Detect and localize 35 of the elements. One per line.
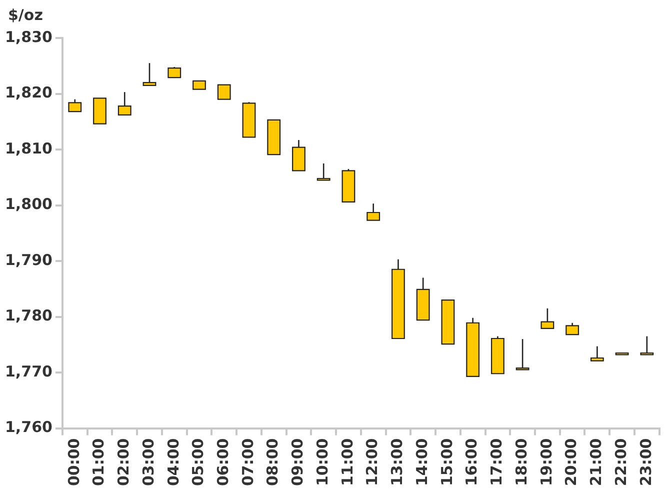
y-tick-label: 1,830: [4, 28, 52, 46]
y-axis-title: $/oz: [8, 6, 43, 24]
x-tick-label: 15:00: [438, 438, 456, 486]
x-tick-label: 22:00: [612, 438, 630, 486]
y-tick-label: 1,770: [4, 362, 52, 380]
y-tick-label: 1,780: [4, 306, 52, 325]
x-tick-label: 01:00: [90, 438, 108, 486]
x-tick-label: 08:00: [264, 438, 282, 486]
x-tick-label: 18:00: [512, 438, 530, 486]
x-tick-label: 17:00: [488, 438, 506, 486]
y-tick-label: 1,790: [4, 250, 52, 269]
x-tick-label: 06:00: [214, 438, 232, 486]
y-tick-label: 1,810: [4, 139, 52, 158]
x-tick-label: 20:00: [562, 438, 580, 486]
y-tick-label: 1,800: [4, 195, 52, 214]
x-tick-label: 07:00: [238, 438, 257, 486]
x-tick-label: 05:00: [189, 438, 208, 486]
x-tick-label: 23:00: [636, 438, 655, 486]
x-tick-label: 13:00: [388, 438, 406, 486]
x-tick-label: 04:00: [164, 438, 182, 486]
x-tick-label: 21:00: [587, 438, 606, 486]
x-tick-label: 02:00: [114, 438, 133, 486]
x-tick-label: 12:00: [363, 438, 382, 486]
candlestick: [466, 317, 480, 377]
x-tick-label: 10:00: [313, 438, 332, 486]
x-tick-label: 14:00: [412, 438, 431, 486]
x-tick-label: 00:00: [64, 438, 83, 486]
candlestick: [392, 258, 405, 340]
x-tick-label: 16:00: [462, 438, 481, 486]
x-tick-label: 03:00: [139, 438, 158, 486]
y-tick-label: 1,820: [4, 84, 52, 102]
x-tick-label: 11:00: [338, 438, 356, 486]
x-tick-label: 09:00: [288, 438, 307, 486]
x-tick-label: 19:00: [537, 438, 556, 486]
y-tick-label: 1,760: [4, 418, 52, 436]
